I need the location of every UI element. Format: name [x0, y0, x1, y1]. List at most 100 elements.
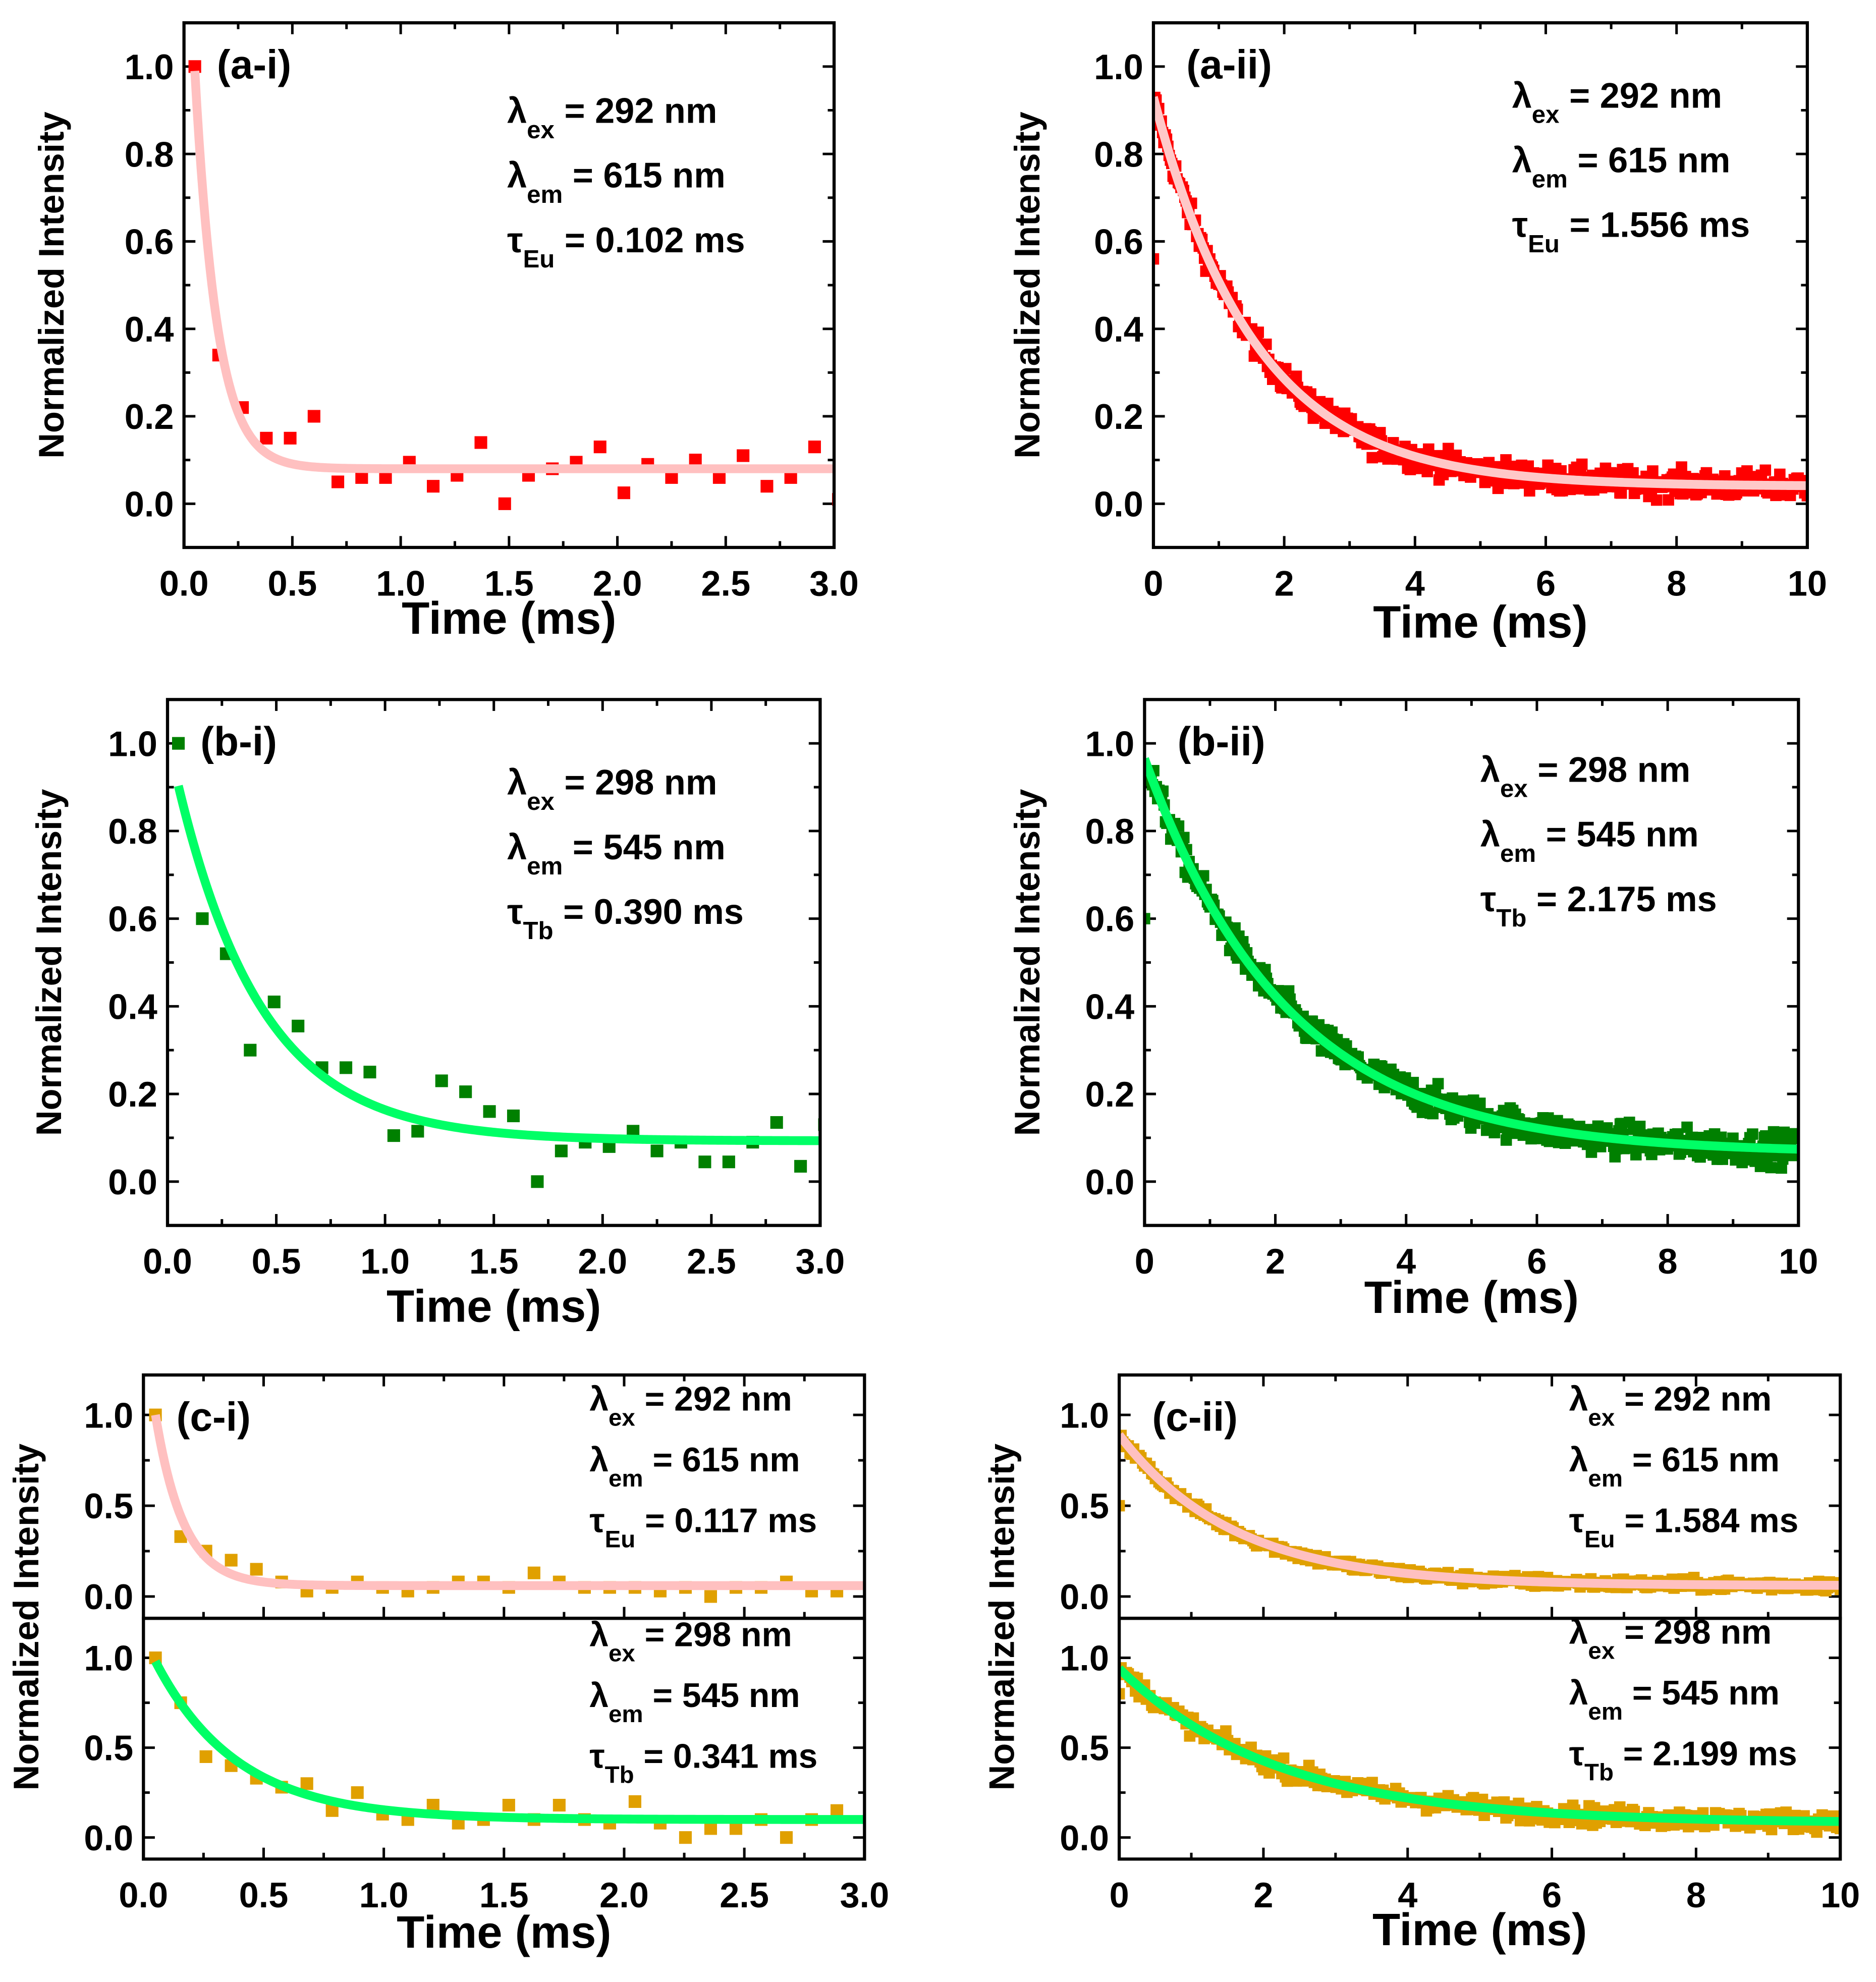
y-tick-label: 0.8 — [108, 811, 157, 851]
data-point — [426, 480, 440, 493]
annotation-symbol: λ — [1512, 140, 1532, 180]
annotation: λex = 292 nm — [1512, 75, 1722, 128]
data-point — [553, 1798, 566, 1812]
annotation-symbol: τ — [507, 892, 523, 931]
data-point — [1144, 913, 1150, 924]
annotation-value: = 2.199 ms — [1614, 1735, 1797, 1773]
data-point — [387, 1129, 400, 1142]
data-point — [1776, 1162, 1787, 1174]
x-axis-label: Time (ms) — [1373, 596, 1587, 647]
annotation-value: = 615 nm — [1623, 1441, 1780, 1479]
y-axis-label: Normalized Intensity — [29, 789, 69, 1136]
annotation-value: = 0.117 ms — [635, 1502, 817, 1539]
data-point — [435, 1074, 448, 1087]
y-tick-label: 0.0 — [1060, 1577, 1109, 1617]
annotation-symbol: λ — [1480, 750, 1500, 790]
x-tick-label: 2.5 — [701, 563, 750, 603]
annotation-subscript: em — [1500, 840, 1536, 867]
y-axis-label: Normalized Intensity — [6, 1444, 46, 1791]
x-tick-label: 2 — [1253, 1875, 1273, 1915]
data-point — [1290, 370, 1302, 382]
data-point — [379, 471, 392, 484]
panel-label: (c-ii) — [1152, 1394, 1238, 1440]
annotation-subscript: ex — [1500, 775, 1528, 803]
data-point — [704, 1590, 718, 1603]
annotation-subscript: em — [527, 852, 563, 880]
x-tick-label: 0.5 — [239, 1875, 289, 1915]
y-tick-label: 0.5 — [84, 1728, 133, 1768]
y-tick-label: 0.5 — [1060, 1728, 1109, 1768]
annotation: λex = 298 nm — [507, 762, 717, 815]
annotation-subscript: ex — [1532, 101, 1560, 129]
data-point — [1366, 452, 1378, 464]
data-point — [363, 1066, 376, 1079]
annotation-value: = 1.584 ms — [1615, 1502, 1799, 1539]
annotation-value: = 292 nm — [635, 1380, 792, 1418]
y-tick-label: 0.2 — [1094, 397, 1143, 436]
data-point — [1759, 464, 1772, 476]
fit-curve — [151, 1659, 865, 1824]
y-tick-label: 0.0 — [108, 1162, 157, 1202]
annotation: λem = 545 nm — [1480, 814, 1699, 867]
annotation-symbol: λ — [507, 762, 527, 802]
data-point — [1741, 465, 1753, 477]
data-point — [1474, 1097, 1486, 1109]
data-point — [712, 471, 726, 484]
annotation-value: = 545 nm — [1536, 814, 1698, 854]
y-tick-label: 0.4 — [125, 309, 174, 349]
annotation-value: = 292 nm — [555, 91, 717, 131]
annotation-symbol: τ — [589, 1502, 604, 1539]
annotation-value: = 1.556 ms — [1560, 205, 1750, 245]
y-tick-label: 1.0 — [84, 1638, 133, 1678]
x-tick-label: 10 — [1779, 1241, 1818, 1281]
y-tick-label: 0.0 — [1060, 1818, 1109, 1858]
x-tick-label: 8 — [1686, 1875, 1706, 1915]
annotation: τEu = 0.102 ms — [507, 220, 745, 273]
data-point — [483, 1105, 496, 1118]
x-tick-label: 0.0 — [159, 563, 209, 603]
x-tick-label: 1.5 — [484, 563, 534, 603]
y-tick-label: 1.0 — [125, 47, 174, 87]
data-point — [1252, 326, 1264, 338]
plot-frame — [165, 698, 822, 1227]
annotation-subscript: ex — [527, 116, 555, 144]
annotation-value: = 0.102 ms — [555, 220, 745, 260]
annotation-subscript: ex — [1588, 1638, 1615, 1665]
data-point — [689, 454, 702, 467]
y-tick-label: 1.0 — [108, 724, 157, 763]
data-point — [474, 436, 487, 449]
x-tick-label: 10 — [1788, 563, 1827, 603]
data-point — [284, 431, 297, 445]
data-points — [172, 737, 820, 1188]
x-tick-label: 6 — [1536, 563, 1556, 603]
annotation-subscript: Eu — [1584, 1526, 1615, 1553]
data-point — [729, 1822, 743, 1835]
y-axis-label: Normalized Intensity — [1007, 112, 1047, 459]
data-point — [628, 1795, 641, 1808]
y-tick-label: 0.4 — [1094, 309, 1143, 349]
annotation-symbol: λ — [507, 155, 527, 195]
x-tick-label: 1.0 — [376, 563, 425, 603]
x-tick-label: 2 — [1275, 563, 1294, 603]
data-point — [1647, 465, 1659, 477]
annotation-symbol: τ — [1512, 205, 1528, 245]
annotation-subscript: em — [1532, 166, 1568, 193]
fit-curve — [174, 785, 820, 1145]
panel-label: (a-ii) — [1186, 42, 1272, 88]
data-point — [172, 737, 185, 750]
annotation-symbol: λ — [1569, 1441, 1588, 1479]
data-point — [1615, 487, 1627, 499]
annotation-subscript: ex — [609, 1640, 635, 1667]
y-tick-label: 0.6 — [125, 222, 174, 262]
annotation-subscript: ex — [1588, 1404, 1615, 1431]
annotation: λem = 615 nm — [1512, 140, 1731, 193]
x-tick-label: 2.0 — [578, 1241, 627, 1281]
annotation-symbol: τ — [507, 220, 523, 260]
x-axis-label: Time (ms) — [402, 593, 616, 644]
annotation-symbol: τ — [1480, 879, 1496, 919]
